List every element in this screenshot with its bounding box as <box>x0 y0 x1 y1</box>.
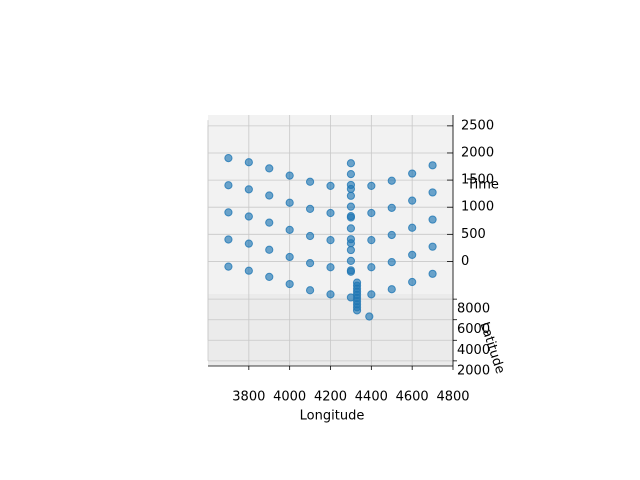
point <box>224 181 233 190</box>
point <box>346 224 356 233</box>
x-tick-label: 4000 <box>273 390 306 405</box>
point <box>305 259 315 268</box>
point <box>346 245 356 255</box>
point <box>326 236 335 245</box>
point <box>326 181 335 190</box>
x-tick-label: 4800 <box>436 390 469 405</box>
point <box>305 231 315 241</box>
point <box>265 164 274 173</box>
point <box>346 256 356 265</box>
point <box>244 212 253 221</box>
point <box>408 169 417 178</box>
y-tick-label: 4000 <box>457 343 490 358</box>
point <box>305 286 315 295</box>
point <box>326 263 335 272</box>
y-tick-label: 2000 <box>457 363 490 378</box>
point <box>387 203 396 212</box>
z-tick-label: 1500 <box>461 173 494 188</box>
point <box>244 185 253 194</box>
point <box>352 306 362 315</box>
point <box>244 266 253 275</box>
point <box>387 176 396 185</box>
point <box>265 272 274 281</box>
z-tick-label: 0 <box>461 254 469 269</box>
x-tick-label: 3800 <box>232 390 265 405</box>
point <box>346 180 356 190</box>
point <box>346 191 356 200</box>
point <box>285 171 294 180</box>
point <box>367 236 376 245</box>
z-tick-label: 500 <box>461 227 486 242</box>
point <box>367 181 376 190</box>
x-tick-label: 4400 <box>355 390 388 405</box>
point <box>346 202 356 211</box>
point <box>387 258 396 267</box>
z-tick-label: 2500 <box>461 118 494 133</box>
y-tick-label: 6000 <box>457 322 490 337</box>
point <box>285 198 294 207</box>
point <box>346 235 356 244</box>
point <box>428 242 437 251</box>
point <box>244 158 253 167</box>
point <box>408 223 417 232</box>
point <box>408 196 417 205</box>
point <box>346 159 356 168</box>
point <box>428 188 437 197</box>
point <box>428 215 437 224</box>
point <box>265 218 274 227</box>
z-axis-label: Time <box>466 178 499 193</box>
point <box>367 208 376 218</box>
point <box>265 245 274 254</box>
z-tick-label: 1000 <box>461 200 494 215</box>
point <box>408 250 417 260</box>
point <box>285 279 294 289</box>
point <box>408 277 417 287</box>
x-tick-label: 4600 <box>396 390 429 405</box>
point <box>367 290 376 299</box>
point <box>326 290 335 299</box>
point <box>305 204 315 213</box>
point <box>346 267 356 276</box>
point <box>305 177 315 186</box>
z-tick-label: 2000 <box>461 145 494 160</box>
x-axis-label: Longitude <box>300 409 365 424</box>
x-tick-label: 4200 <box>314 390 347 405</box>
point <box>265 191 274 200</box>
point <box>244 239 253 248</box>
point <box>346 170 356 179</box>
point <box>224 208 233 217</box>
point <box>224 154 233 163</box>
point <box>428 269 437 278</box>
point <box>224 235 233 244</box>
point <box>285 252 294 262</box>
point <box>387 230 396 240</box>
y-tick-label: 8000 <box>457 302 490 317</box>
point <box>224 262 233 271</box>
point <box>285 225 294 234</box>
point <box>367 263 376 272</box>
point <box>365 312 374 321</box>
point <box>428 161 437 170</box>
point <box>326 208 335 218</box>
point <box>387 285 396 294</box>
point <box>346 213 356 222</box>
